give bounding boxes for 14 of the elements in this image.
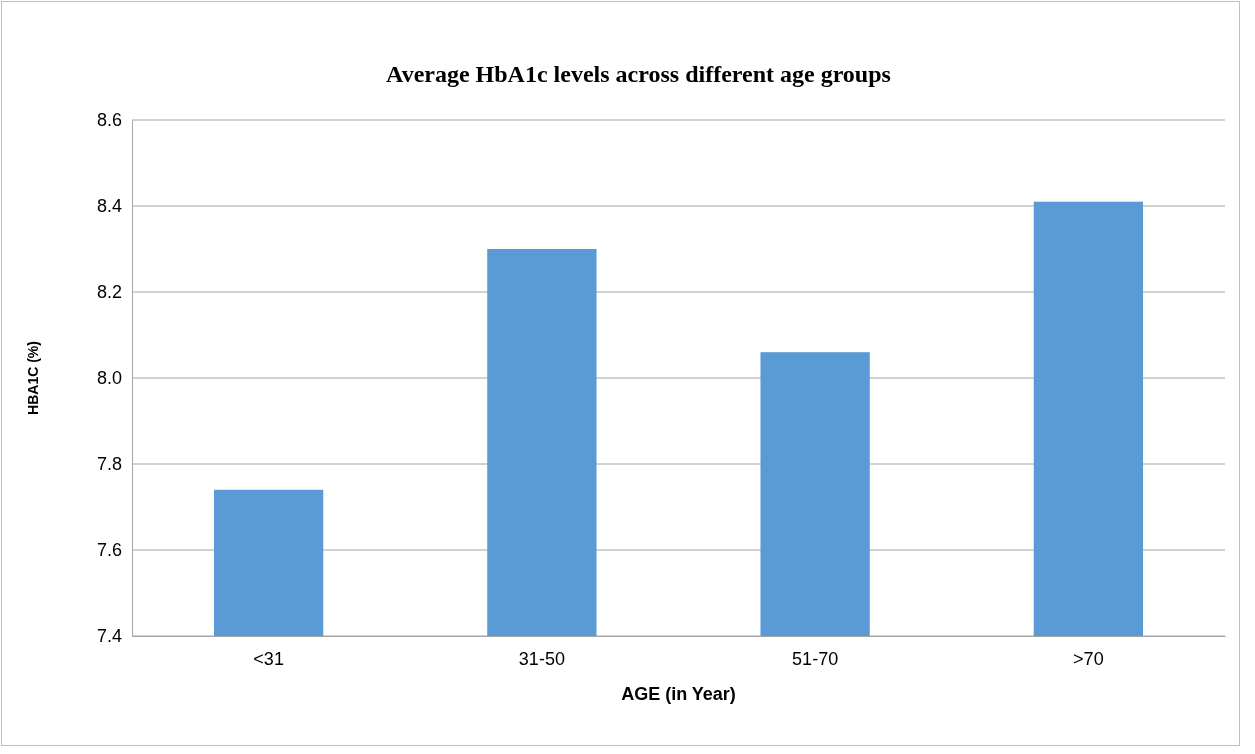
chart-title: Average HbA1c levels across different age groups [386,61,891,87]
y-tick-label: 7.4 [96,626,122,647]
y-tick-label: 7.8 [96,454,122,475]
y-tick-label: 8.4 [96,196,122,217]
y-tick-label: 8.2 [96,282,122,303]
y-tick-label: 8.0 [96,368,122,389]
y-tick-label: 7.6 [96,540,122,561]
x-tick-label: >70 [1073,648,1104,669]
y-tick-label: 8.6 [96,110,122,131]
x-tick-label: 51-70 [792,648,839,669]
y-axis-title: HBA1C (%) [25,341,41,415]
x-axis-title: AGE (in Year) [621,684,736,704]
x-tick-label: <31 [253,648,284,669]
x-tick-label: 31-50 [518,648,565,669]
